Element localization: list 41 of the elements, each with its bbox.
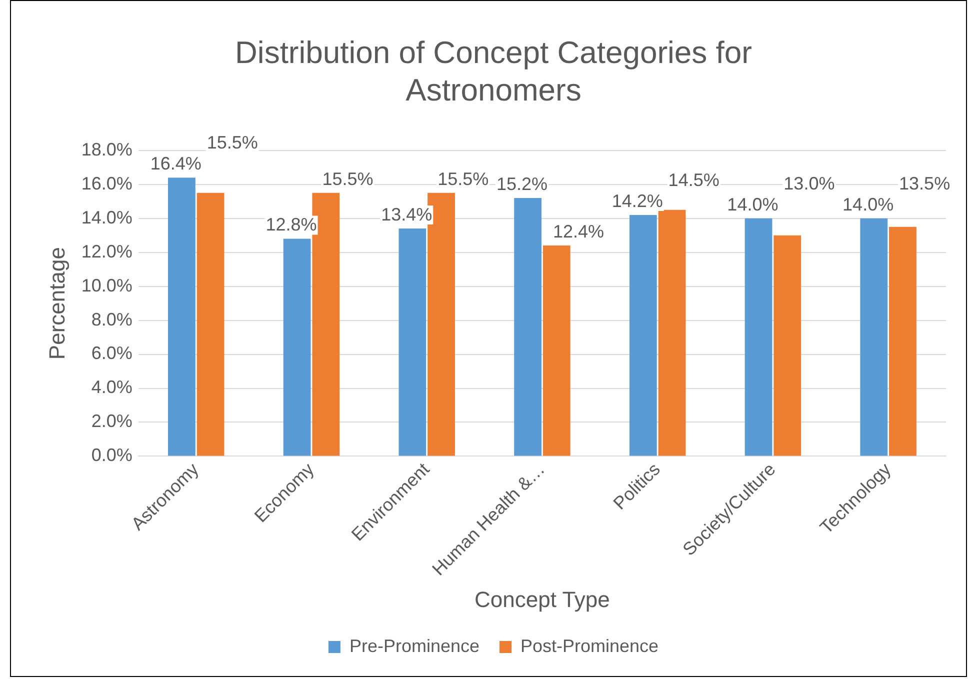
data-label: 15.5% — [322, 168, 374, 189]
bar — [514, 198, 542, 456]
y-axis-title: Percentage — [44, 247, 70, 360]
legend-label: Post-Prominence — [520, 636, 659, 656]
y-tick-label: 0.0% — [91, 445, 132, 466]
bar — [168, 178, 196, 456]
bar — [283, 238, 311, 456]
data-label: 15.5% — [206, 132, 258, 153]
y-tick-label: 18.0% — [81, 139, 132, 160]
bar — [629, 214, 657, 456]
data-label: 15.5% — [438, 168, 489, 189]
x-axis-title: Concept Type — [474, 586, 610, 612]
data-label: 15.2% — [496, 174, 548, 194]
legend-label: Pre-Prominence — [349, 636, 480, 656]
bar — [774, 235, 802, 456]
data-label: 13.4% — [381, 204, 432, 225]
data-label: 14.0% — [842, 194, 894, 214]
data-label: 14.5% — [668, 170, 720, 190]
y-tick-label: 8.0% — [91, 309, 132, 330]
y-tick-label: 4.0% — [91, 377, 132, 398]
bar — [744, 218, 772, 456]
bar — [398, 228, 426, 456]
data-label: 13.5% — [899, 173, 950, 194]
y-tick-label: 14.0% — [81, 207, 132, 228]
y-tick-label: 2.0% — [91, 411, 132, 432]
data-label: 16.4% — [150, 154, 202, 174]
y-tick-label: 12.0% — [81, 241, 132, 262]
data-label: 13.0% — [784, 173, 835, 194]
bar — [658, 210, 686, 456]
y-tick-label: 16.0% — [81, 173, 132, 194]
bar — [542, 246, 570, 456]
bar — [196, 192, 224, 456]
data-label: 14.0% — [727, 194, 778, 214]
data-label: 14.2% — [612, 190, 663, 211]
data-label: 12.4% — [552, 222, 604, 242]
y-tick-label: 6.0% — [91, 343, 132, 364]
chart-title: Distribution of Concept Categories for Astronomers — [235, 35, 752, 108]
bar — [889, 226, 916, 456]
data-label: 12.8% — [266, 214, 317, 235]
y-tick-label: 10.0% — [81, 275, 132, 296]
bar — [860, 218, 888, 456]
